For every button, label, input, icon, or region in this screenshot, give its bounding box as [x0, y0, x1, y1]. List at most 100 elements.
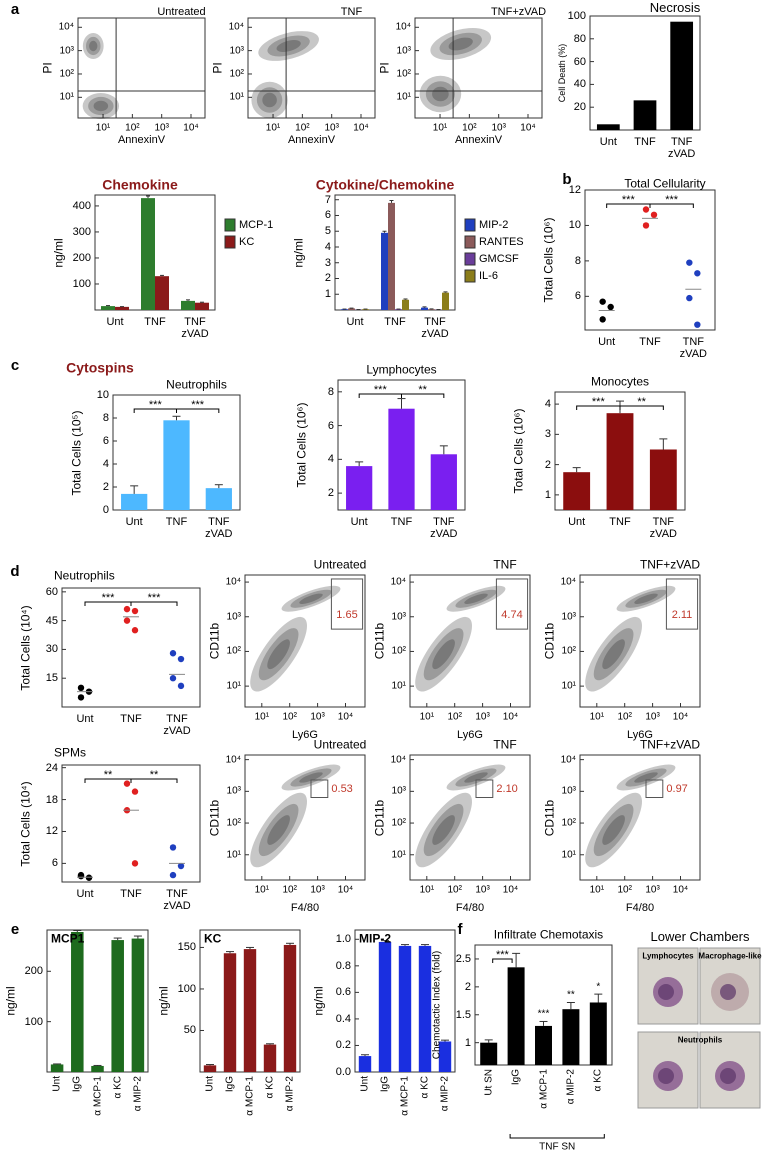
x-tick-label: α MCP-1 — [92, 1076, 103, 1116]
bar — [131, 938, 145, 1072]
y-tick-label: 3 — [544, 428, 551, 441]
y-tick-label: 12 — [568, 184, 581, 196]
x-tick-label: TNF zVAD — [181, 316, 209, 340]
x-tick-label: TNF zVAD — [163, 888, 191, 912]
y-tick-label: 10³ — [59, 45, 74, 57]
significance-label: * — [596, 981, 601, 993]
bar — [428, 309, 435, 310]
y-tick-label: 45 — [45, 614, 58, 627]
x-tick-label: TNF — [384, 316, 406, 328]
event-cloud — [82, 33, 104, 59]
x-tick-label: TNF — [634, 136, 656, 148]
gate-value: 0.53 — [331, 782, 353, 795]
chart-title: TNF+zVAD — [639, 737, 701, 752]
y-tick-label: 200 — [72, 251, 91, 264]
y-axis-label: CD11b — [372, 799, 387, 836]
x-tick-label: 10⁴ — [502, 711, 519, 723]
plot-frame — [247, 17, 376, 119]
y-tick-label: 24 — [45, 761, 58, 774]
point — [169, 844, 177, 851]
event-cloud — [299, 593, 323, 604]
micrograph-label: Lymphocytes — [642, 951, 694, 961]
chart-title: KC — [204, 931, 222, 946]
y-tick-label: 10² — [59, 68, 74, 80]
panel-letter: a — [10, 1, 20, 18]
x-tick-label: α MCP-1 — [244, 1076, 256, 1116]
y-tick-label: 10¹ — [561, 680, 576, 692]
significance-bracket — [176, 408, 220, 413]
y-tick-label: 10³ — [391, 611, 406, 623]
x-tick-label: α MIP-2 — [284, 1076, 296, 1112]
bar — [181, 300, 195, 310]
y-tick-label: 10³ — [561, 785, 576, 797]
bar — [243, 949, 257, 1072]
significance-bracket — [130, 601, 178, 606]
gate-value: 2.10 — [496, 782, 518, 795]
plot-frame — [414, 17, 543, 119]
bar — [71, 932, 84, 1072]
bar — [101, 306, 115, 310]
bar — [341, 309, 348, 310]
x-tick-label: α MIP-2 — [132, 1076, 144, 1112]
event-cloud — [616, 764, 676, 791]
event-cloud — [446, 585, 506, 612]
point — [694, 321, 701, 328]
bar — [418, 945, 432, 1072]
plot-frame — [409, 754, 531, 881]
y-tick-label: 10² — [226, 817, 241, 829]
y-tick-label: 2 — [102, 481, 109, 493]
y-tick-label: 1 — [324, 288, 331, 301]
x-tick-label: 10³ — [154, 122, 169, 134]
chart-title: SPMs — [54, 745, 87, 760]
legend-label: RANTES — [479, 236, 524, 248]
y-axis-label: Total Cells (10⁵) — [69, 409, 84, 496]
bar — [395, 309, 402, 310]
event-cloud — [250, 792, 307, 868]
point — [131, 860, 139, 867]
event-cloud — [281, 764, 341, 791]
y-tick-label: 60 — [45, 585, 58, 598]
x-tick-label: TNF — [144, 316, 166, 328]
x-tick-label: 10³ — [645, 711, 660, 723]
event-cloud — [85, 36, 101, 56]
chart-title: Cytokine/Chemokine — [315, 176, 455, 193]
y-tick-label: 8 — [574, 254, 581, 267]
x-tick-label: 10³ — [491, 122, 506, 134]
x-tick-label: Unt — [76, 713, 94, 725]
x-tick-label: 10⁴ — [502, 884, 519, 896]
x-tick-label: 10¹ — [265, 122, 281, 134]
event-cloud — [256, 87, 283, 113]
bar — [430, 454, 457, 510]
bar — [205, 488, 232, 510]
point — [694, 270, 701, 277]
significance-bracket — [619, 405, 664, 410]
group-label: TNF SN — [539, 1141, 576, 1153]
event-cloud — [439, 32, 482, 56]
significance-bracket — [401, 393, 445, 398]
point — [85, 874, 93, 881]
chart-title: TNF — [340, 6, 363, 18]
y-tick-label: 10¹ — [396, 91, 411, 103]
y-tick-label: 10² — [561, 645, 576, 657]
x-tick-label: α KC — [419, 1076, 431, 1099]
bar — [633, 100, 657, 130]
x-tick-label: α MCP-1 — [399, 1076, 411, 1116]
event-cloud — [299, 772, 323, 783]
event-cloud — [455, 768, 497, 787]
x-tick-label: IgG — [71, 1076, 83, 1093]
event-cloud — [432, 815, 455, 845]
x-tick-label: TNF zVAD — [421, 316, 449, 340]
point — [686, 294, 693, 302]
x-tick-label: IgG — [510, 1069, 522, 1086]
bar — [589, 1002, 607, 1065]
x-tick-label: 10³ — [310, 884, 325, 896]
micrograph-label: Neutrophils — [677, 1035, 723, 1045]
event-cloud — [425, 81, 455, 107]
y-tick-label: 4 — [324, 240, 331, 253]
plot-frame — [61, 587, 201, 708]
x-tick-label: 10¹ — [589, 711, 605, 723]
event-cloud — [464, 772, 488, 783]
plot-frame — [584, 189, 716, 331]
bar — [115, 306, 129, 310]
